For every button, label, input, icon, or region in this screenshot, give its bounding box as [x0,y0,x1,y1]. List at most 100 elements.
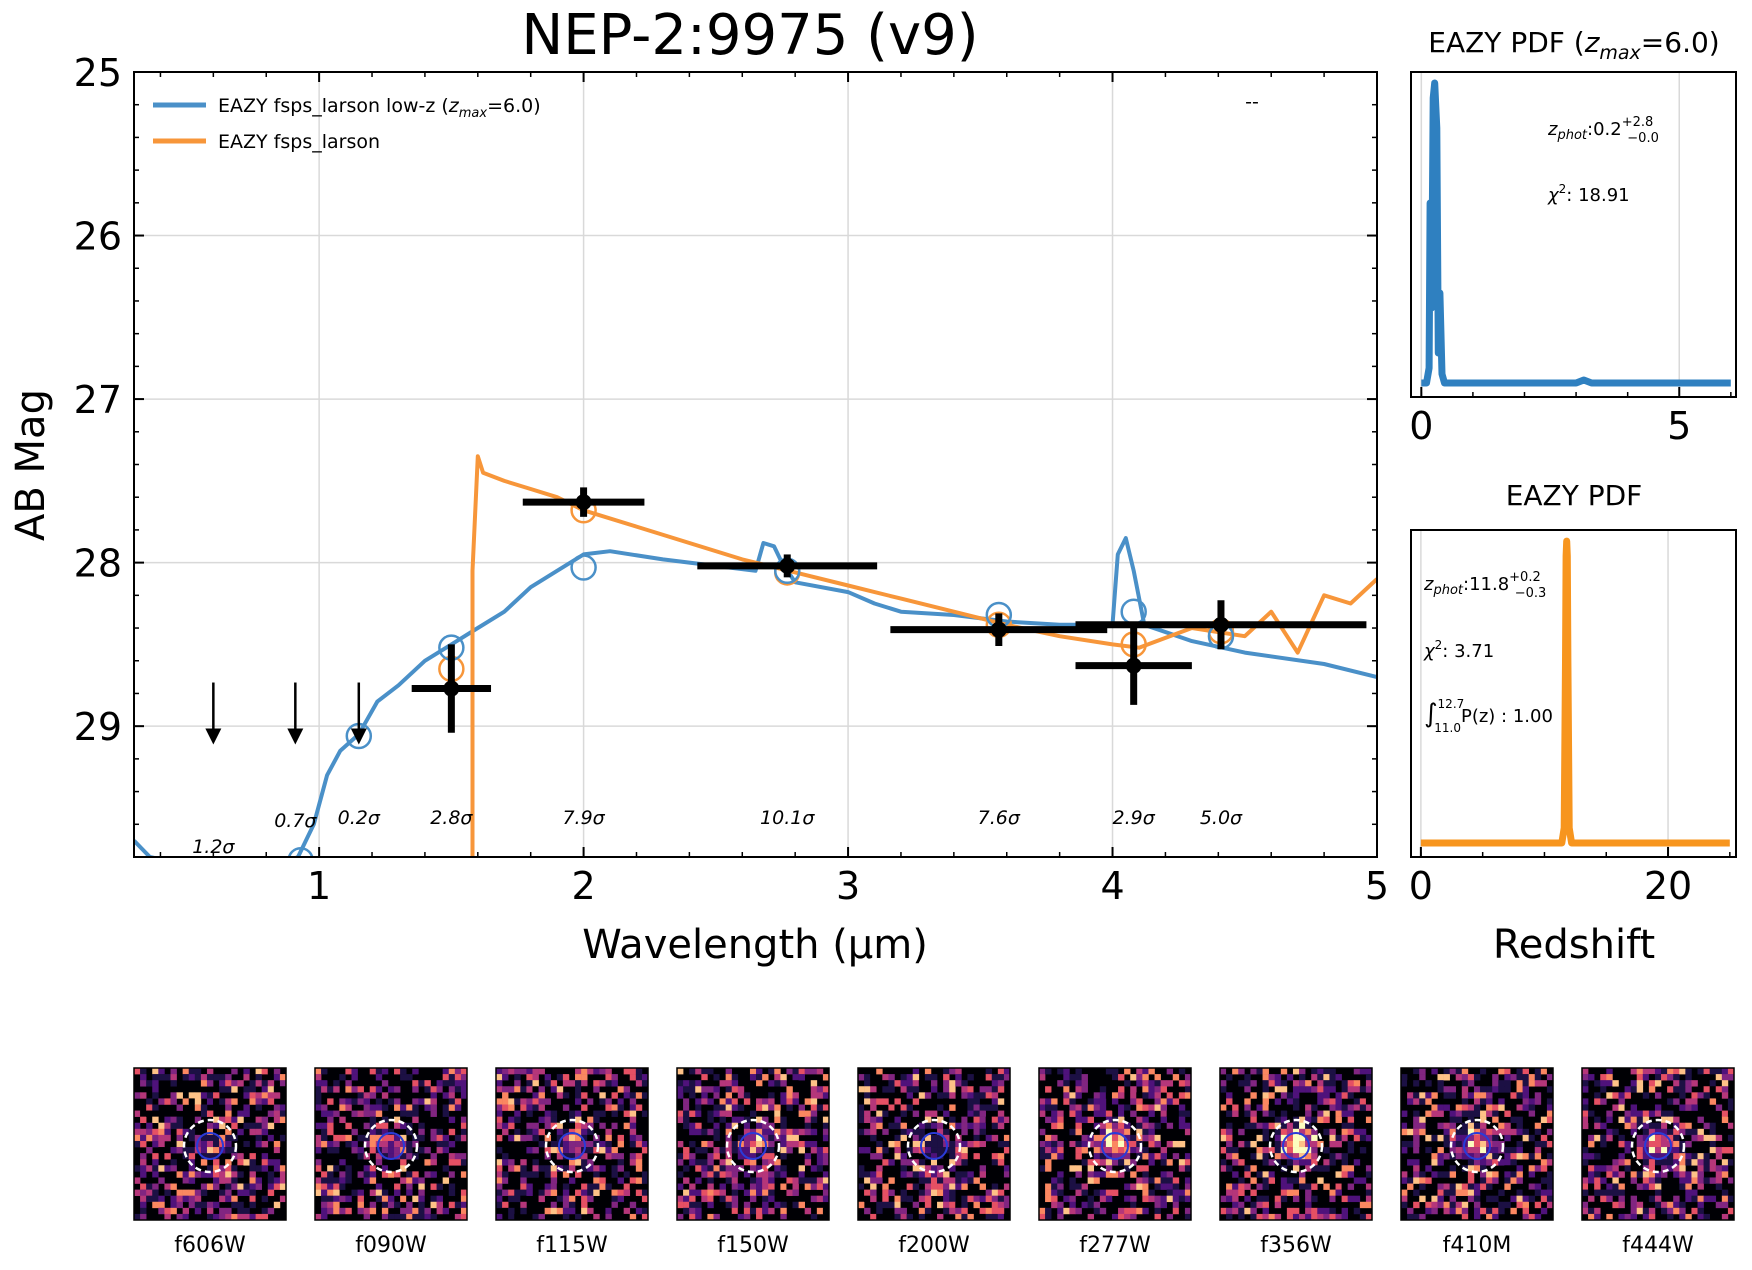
stamp-pixel [381,1068,389,1075]
stamp-pixel [164,1165,171,1172]
stamp-pixel [870,1134,877,1142]
stamp-pixel [611,1104,618,1111]
stamp-aperture [363,1118,419,1174]
stamp-pixel [985,1116,993,1124]
stamp-pixel [973,1110,980,1117]
stamp-pixel [1311,1207,1318,1215]
stamp-pixel [1419,1171,1426,1178]
stamp-pixel [749,1195,757,1203]
stamp-pixel [1588,1183,1595,1190]
stamp-pixel [206,1153,214,1160]
stamp-pixel [581,1074,588,1081]
stamp-pixel [725,1159,733,1166]
stamp-pixel [249,1080,256,1087]
stamp-pixel [273,1159,281,1166]
stamp-pixel [140,1134,147,1142]
photometry-point [522,487,645,517]
stamp-pixel [1142,1195,1149,1203]
stamp-pixel [930,1177,938,1184]
sed-ytick-label: 26 [74,215,122,259]
stamp-pixel [1467,1140,1475,1148]
stamp-pixel [1148,1128,1155,1136]
stamp-pixel [375,1195,383,1203]
stamp-pixel [912,1098,920,1105]
stamp-pixel [345,1165,352,1172]
stamp-pixel [641,1207,649,1215]
stamp-pixel [1606,1189,1613,1196]
stamp-pixel [1039,1195,1046,1203]
stamp-pixel [1534,1128,1542,1136]
stamp-pixel [176,1189,183,1196]
stamp-pixel [508,1116,515,1124]
pdf-highz-curve [1420,537,1730,847]
stamp-pixel [496,1122,503,1130]
stamp-pixel [1455,1153,1463,1160]
stamp-f356W: f356W [1219,1067,1373,1258]
stamp-pixel [1226,1098,1233,1105]
stamp-pixel [1286,1159,1294,1166]
sed-xtick-label: 2 [572,864,596,908]
stamp-pixel [1299,1171,1306,1178]
stamp-pixel [237,1128,244,1136]
stamp-pixel [1093,1201,1101,1209]
stamp-pixel [544,1080,552,1087]
stamp-pixel [1184,1074,1192,1081]
stamp-pixel [743,1165,751,1172]
stamp-pixel [1449,1207,1457,1215]
stamp-pixel [1274,1092,1282,1099]
stamp-pixel [164,1098,171,1105]
stamp-pixel [1292,1092,1300,1099]
stamp-pixel [430,1201,437,1209]
stamp-pixel [454,1201,462,1209]
stamp-pixel [762,1098,769,1105]
stamp-pixel [749,1110,757,1117]
stamp-pixel [912,1201,920,1209]
stamp-pixel [731,1104,739,1111]
stamp-pixel [677,1171,684,1178]
stamp-pixel [641,1122,649,1130]
stamp-pixel [436,1134,443,1142]
stamp-pixel [1703,1068,1710,1075]
stamp-pixel [979,1128,986,1136]
stamp-pixel [502,1153,509,1160]
stamp-pixel [1413,1189,1420,1196]
stamp-pixel [1703,1213,1710,1221]
stamp-pixel [249,1171,256,1178]
stamp-pixel [562,1122,570,1130]
stamp-pixel [1630,1207,1638,1215]
stamp-pixel [1184,1086,1192,1093]
stamp-pixel [973,1092,980,1099]
stamp-pixel [599,1147,606,1154]
stamp-pixel [357,1134,364,1142]
stamp-pixel [1238,1189,1245,1196]
stamp-pixel [526,1140,533,1148]
stamp-pixel [1305,1134,1312,1142]
stamp-pixel [1292,1080,1300,1087]
stamp-pixel [267,1189,275,1196]
stamp-pixel [997,1195,1005,1203]
stamp-pixel [1546,1104,1554,1111]
stamp-pixel [1256,1104,1263,1111]
stamp-pixel [786,1147,793,1154]
stamp-pixel [333,1165,340,1172]
stamp-pixel [1606,1207,1613,1215]
stamp-pixel [1262,1177,1269,1184]
stamp-pixel [176,1128,183,1136]
stamp-pixel [1045,1183,1052,1190]
stamp-pixel [605,1140,612,1148]
stamp-pixel [1160,1086,1167,1093]
stamp-pixel [460,1195,468,1203]
stamp-pixel [768,1177,775,1184]
stamp-pixel [689,1098,696,1105]
stamp-pixel [991,1159,999,1166]
legend-label-highz: EAZY fsps_larson [218,131,380,153]
stamp-pixel [1419,1128,1426,1136]
stamp-pixel [894,1213,901,1221]
stamp-pixel [1606,1183,1613,1190]
stamp-pixel [562,1171,570,1178]
stamp-pixel [792,1128,799,1136]
stamp-pixel [1111,1159,1119,1166]
stamp-pixel [255,1128,262,1136]
stamp-pixel [780,1183,787,1190]
stamp-pixel [406,1183,413,1190]
